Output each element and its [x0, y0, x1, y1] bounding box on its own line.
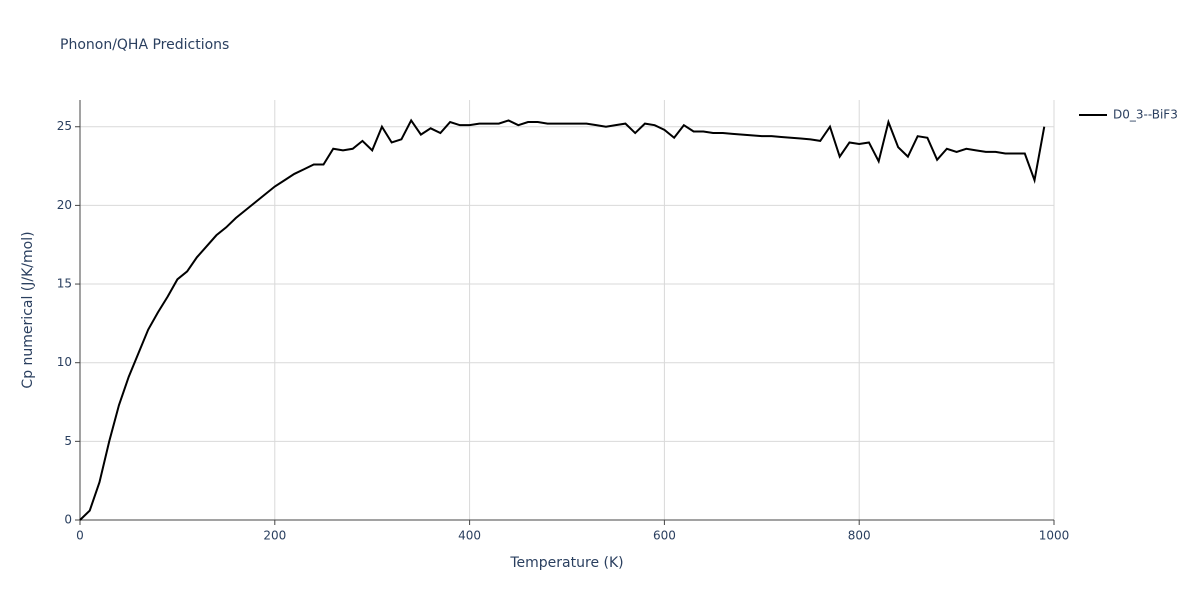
y-axis-label: Cp numerical (J/K/mol)	[20, 231, 36, 388]
y-tick-label: 25	[57, 119, 72, 133]
x-axis-label: Temperature (K)	[509, 555, 623, 571]
chart-title: Phonon/QHA Predictions	[60, 37, 229, 53]
y-tick-label: 0	[64, 513, 72, 527]
x-tick-label: 800	[848, 529, 871, 543]
y-tick-label: 20	[57, 198, 72, 212]
legend[interactable]: D0_3--BiF3	[1079, 108, 1178, 122]
y-tick-label: 10	[57, 355, 72, 369]
data-line	[79, 118, 1046, 521]
x-tick-label: 200	[263, 529, 286, 543]
y-tick-label: 15	[57, 277, 72, 291]
y-tick-label: 5	[64, 434, 72, 448]
x-tick-label: 600	[653, 529, 676, 543]
x-tick-label: 400	[458, 529, 481, 543]
legend-label: D0_3--BiF3	[1113, 108, 1178, 122]
x-tick-label: 0	[76, 529, 84, 543]
x-tick-label: 1000	[1039, 529, 1070, 543]
